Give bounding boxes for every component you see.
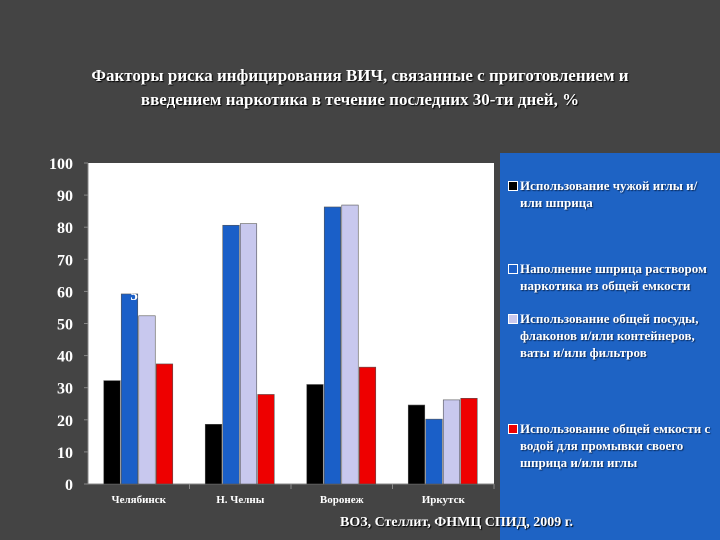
legend-label: Наполнение шприца раствором наркотика из… [520, 261, 707, 293]
chart-legend: Использование чужой иглы и/или шприца Нап… [500, 153, 720, 540]
y-tick-label: 40 [57, 349, 73, 366]
data-label: 80,6 [222, 207, 249, 223]
legend-item: Использование общей емкости с водой для … [508, 420, 714, 471]
legend-item: Использование чужой иглы и/или шприца [508, 177, 714, 211]
legend-label: Использование общей посуды, флаконов и/и… [520, 311, 699, 360]
legend-swatch [508, 264, 518, 274]
bar [239, 223, 258, 485]
data-label: 86,9 [333, 177, 359, 193]
data-label: 26,7 [460, 380, 487, 396]
data-label: 37,4 [156, 346, 183, 362]
x-tick-label: Н. Челны [216, 494, 265, 506]
x-tick-label: Иркутск [422, 494, 466, 506]
data-label: 18,6 [197, 406, 224, 422]
bar [407, 404, 426, 485]
legend-item: Использование общей посуды, флаконов и/и… [508, 310, 714, 361]
chart-title: Факторы риска инфицирования ВИЧ, связанн… [20, 64, 700, 112]
data-label: 52,4 [130, 288, 157, 304]
bar [138, 315, 156, 485]
data-label: 27,9 [257, 376, 283, 392]
legend-label: Использование общей емкости с водой для … [520, 421, 711, 470]
bar [257, 394, 275, 485]
source-note: ВОЗ, Стеллит, ФНМЦ СПИД, 2009 г. [340, 515, 574, 530]
y-tick-label: 10 [57, 445, 73, 462]
bar [204, 423, 223, 485]
y-tick-label: 60 [57, 284, 73, 301]
y-tick-label: 70 [57, 252, 73, 269]
x-tick-label: Челябинск [112, 494, 167, 506]
chart-title-line-1: Факторы риска инфицирования ВИЧ, связанн… [91, 66, 629, 85]
bar [155, 363, 174, 485]
y-tick-label: 20 [57, 413, 73, 430]
legend-swatch [508, 314, 518, 324]
bar [222, 224, 240, 485]
y-tick-label: 30 [57, 381, 73, 398]
data-label: 86,3 [324, 189, 350, 205]
data-label: 31 [304, 366, 319, 382]
bar [460, 397, 478, 485]
data-label: 81,1 [232, 196, 258, 212]
bar [120, 293, 139, 485]
y-tick-label: 80 [57, 220, 73, 237]
legend-item: Наполнение шприца раствором наркотика из… [508, 260, 714, 294]
y-tick-label: 50 [57, 317, 73, 334]
y-tick-label: 100 [49, 156, 73, 173]
legend-swatch [508, 181, 518, 191]
bar [323, 206, 342, 485]
bar [358, 366, 377, 485]
data-label: 32,2 [95, 363, 121, 379]
y-tick-label: 90 [57, 188, 73, 205]
bar [103, 380, 121, 485]
y-tick-label: 0 [65, 477, 73, 494]
bar [341, 204, 359, 485]
bar [306, 384, 324, 485]
legend-swatch [508, 424, 518, 434]
data-label: 24,6 [400, 387, 427, 403]
data-label: 59,2 [121, 276, 147, 292]
chart-title-line-2: введением наркотика в течение последних … [140, 90, 580, 109]
data-label: 26,2 [435, 372, 461, 388]
legend-label: Использование чужой иглы и/или шприца [520, 178, 698, 210]
bar [425, 418, 443, 485]
data-label: 36,4 [359, 349, 386, 365]
x-tick-label: Воронеж [320, 494, 364, 506]
bar [442, 399, 461, 485]
